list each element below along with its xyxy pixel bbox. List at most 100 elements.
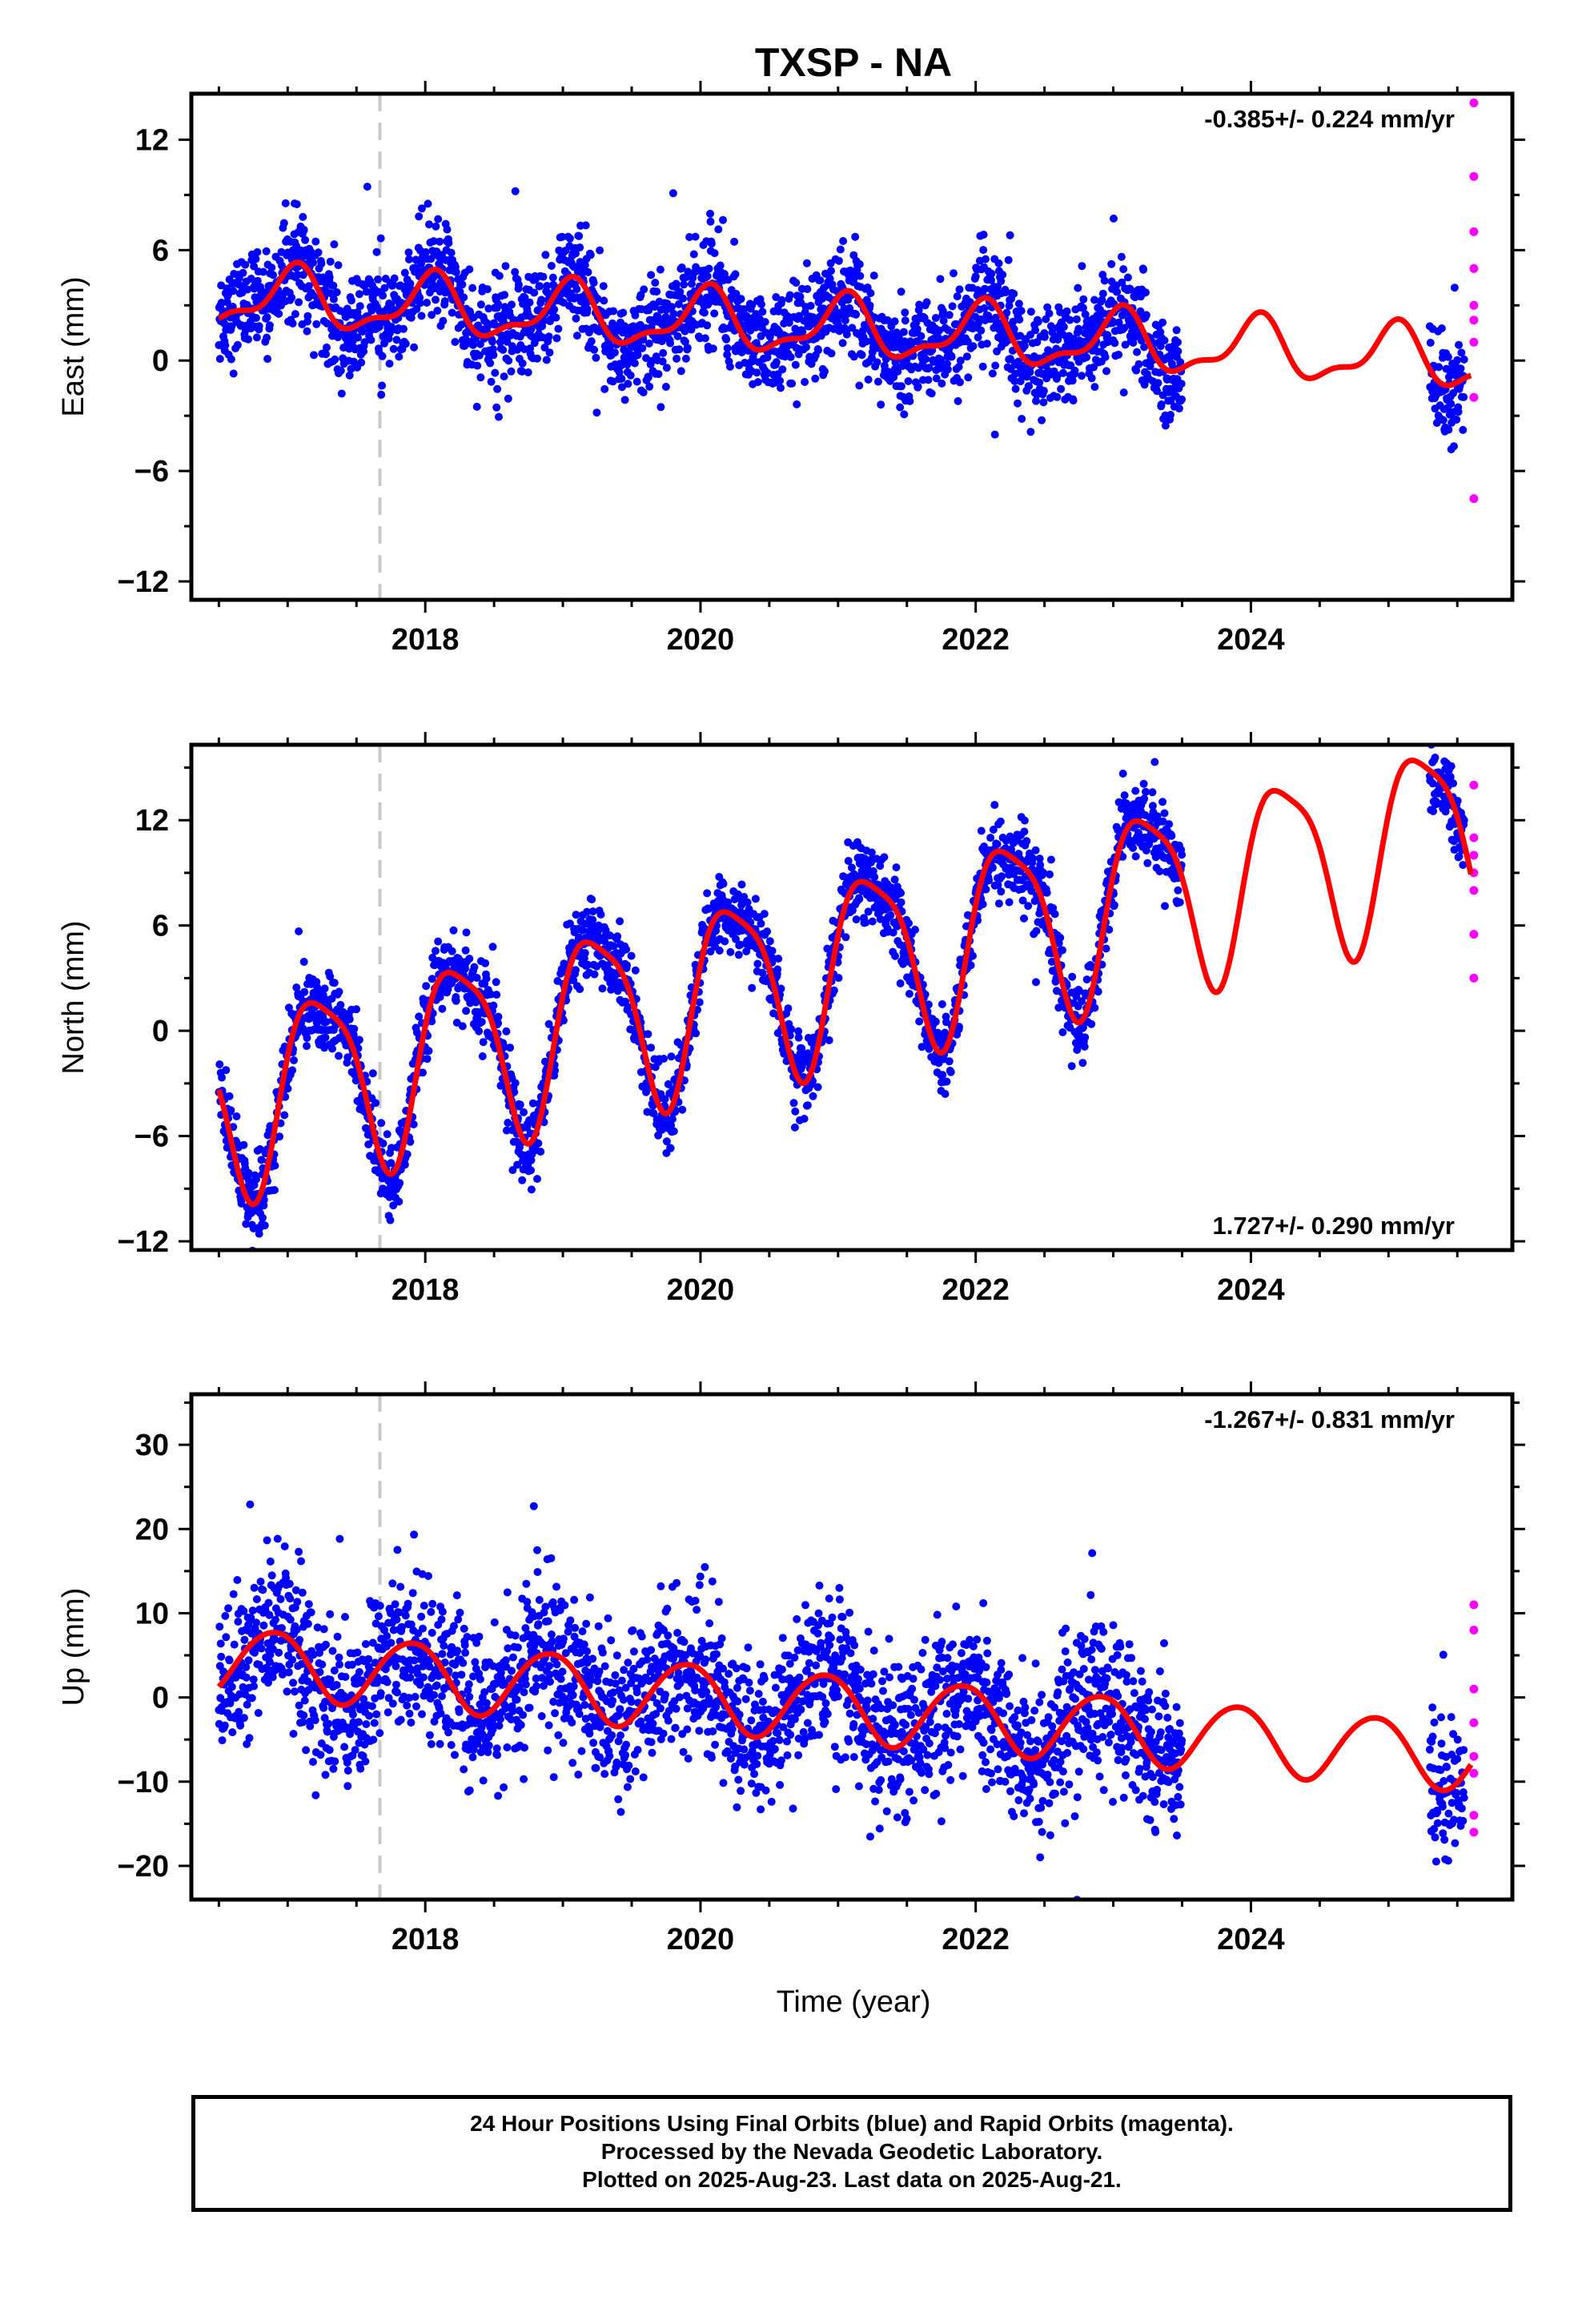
- final-orbit-point: [484, 322, 492, 331]
- final-orbit-point: [400, 268, 409, 277]
- y-axis-label: East (mm): [57, 276, 90, 416]
- final-orbit-point: [378, 352, 387, 360]
- final-orbit-point: [1075, 987, 1084, 995]
- final-orbit-point: [283, 1084, 292, 1093]
- final-orbit-point: [927, 389, 936, 398]
- final-orbit-point: [939, 316, 948, 325]
- final-orbit-point: [261, 288, 270, 297]
- final-orbit-point: [1160, 809, 1169, 818]
- final-orbit-point: [649, 1109, 658, 1118]
- final-orbit-point: [684, 267, 693, 276]
- final-orbit-point: [1018, 896, 1027, 905]
- final-orbit-point: [991, 361, 1000, 370]
- final-orbit-point: [897, 382, 905, 391]
- final-orbit-point: [253, 276, 262, 285]
- final-orbit-point: [221, 341, 230, 350]
- final-orbit-point: [768, 947, 777, 955]
- final-orbit-point: [280, 1111, 289, 1120]
- final-orbit-point: [452, 996, 460, 1005]
- final-orbit-point: [938, 307, 947, 316]
- final-orbit-point: [295, 927, 303, 935]
- final-orbit-point: [956, 378, 964, 387]
- final-orbit-point: [630, 359, 639, 368]
- final-orbit-point: [518, 1176, 527, 1184]
- final-orbit-point: [855, 260, 864, 268]
- final-orbit-point: [877, 400, 885, 409]
- final-orbit-point: [811, 374, 820, 383]
- final-orbit-point: [624, 380, 632, 388]
- final-orbit-point: [996, 817, 1005, 826]
- final-orbit-point: [917, 1043, 926, 1051]
- final-orbit-point: [502, 1126, 511, 1135]
- final-orbit-point: [314, 248, 323, 257]
- final-orbit-point: [1050, 910, 1059, 919]
- final-orbit-point: [547, 262, 556, 270]
- final-orbit-point: [244, 1168, 253, 1177]
- final-orbit-point: [372, 247, 381, 256]
- final-orbit-point: [422, 982, 431, 991]
- final-orbit-point: [1110, 901, 1118, 910]
- final-orbit-point: [998, 872, 1006, 881]
- final-orbit-point: [360, 338, 369, 347]
- final-orbit-point: [559, 1016, 568, 1025]
- final-orbit-point: [357, 358, 366, 367]
- final-orbit-point: [938, 1000, 946, 1008]
- final-orbit-point: [299, 958, 308, 966]
- final-orbit-point: [527, 1156, 536, 1164]
- final-orbit-point: [687, 279, 696, 288]
- final-orbit-point: [1457, 348, 1466, 357]
- final-orbit-point: [1142, 846, 1150, 854]
- final-orbit-point: [672, 279, 681, 288]
- final-orbit-point: [330, 240, 339, 249]
- final-orbit-point: [890, 317, 899, 326]
- final-orbit-point: [301, 235, 310, 244]
- final-orbit-point: [439, 316, 448, 325]
- final-orbit-point: [257, 1156, 266, 1164]
- final-orbit-point: [678, 1105, 687, 1114]
- final-orbit-point: [1026, 308, 1035, 316]
- final-orbit-point: [255, 322, 263, 331]
- final-orbit-point: [504, 1119, 512, 1127]
- final-orbit-point: [1011, 384, 1020, 393]
- final-orbit-point: [737, 295, 745, 304]
- final-orbit-point: [1024, 902, 1033, 911]
- final-orbit-point: [387, 1159, 396, 1168]
- final-orbit-point: [676, 287, 685, 296]
- final-orbit-point: [295, 298, 303, 307]
- final-orbit-point: [864, 376, 873, 384]
- final-orbit-point: [1142, 787, 1150, 796]
- y-tick-label: −12: [118, 565, 169, 599]
- final-orbit-point: [673, 332, 682, 340]
- final-orbit-point: [465, 265, 474, 274]
- final-orbit-point: [915, 1017, 924, 1026]
- final-orbit-point: [679, 294, 688, 303]
- final-orbit-point: [1045, 309, 1054, 318]
- final-orbit-point: [1087, 1019, 1096, 1028]
- final-orbit-point: [584, 960, 592, 969]
- final-orbit-point: [1126, 285, 1135, 294]
- final-orbit-point: [969, 342, 978, 351]
- final-orbit-point: [855, 895, 864, 903]
- final-orbit-point: [776, 376, 785, 385]
- final-orbit-point: [917, 332, 926, 340]
- final-orbit-point: [1426, 339, 1435, 347]
- final-orbit-point: [1142, 311, 1150, 320]
- final-orbit-point: [1166, 411, 1174, 419]
- final-orbit-point: [795, 312, 803, 320]
- final-orbit-point: [667, 1121, 676, 1130]
- final-orbit-point: [592, 408, 601, 417]
- final-orbit-point: [710, 249, 719, 258]
- final-orbit-point: [777, 984, 785, 993]
- final-orbit-point: [1102, 367, 1110, 376]
- final-orbit-point: [259, 267, 267, 276]
- final-orbit-point: [1069, 396, 1078, 405]
- final-orbit-point: [542, 356, 551, 364]
- final-orbit-point: [881, 355, 890, 364]
- final-orbit-point: [303, 312, 312, 320]
- final-orbit-point: [632, 377, 641, 386]
- final-orbit-point: [675, 345, 684, 354]
- final-orbit-point: [794, 1033, 803, 1042]
- final-orbit-point: [667, 1052, 676, 1061]
- final-orbit-point: [1090, 363, 1098, 372]
- final-orbit-point: [1020, 342, 1029, 350]
